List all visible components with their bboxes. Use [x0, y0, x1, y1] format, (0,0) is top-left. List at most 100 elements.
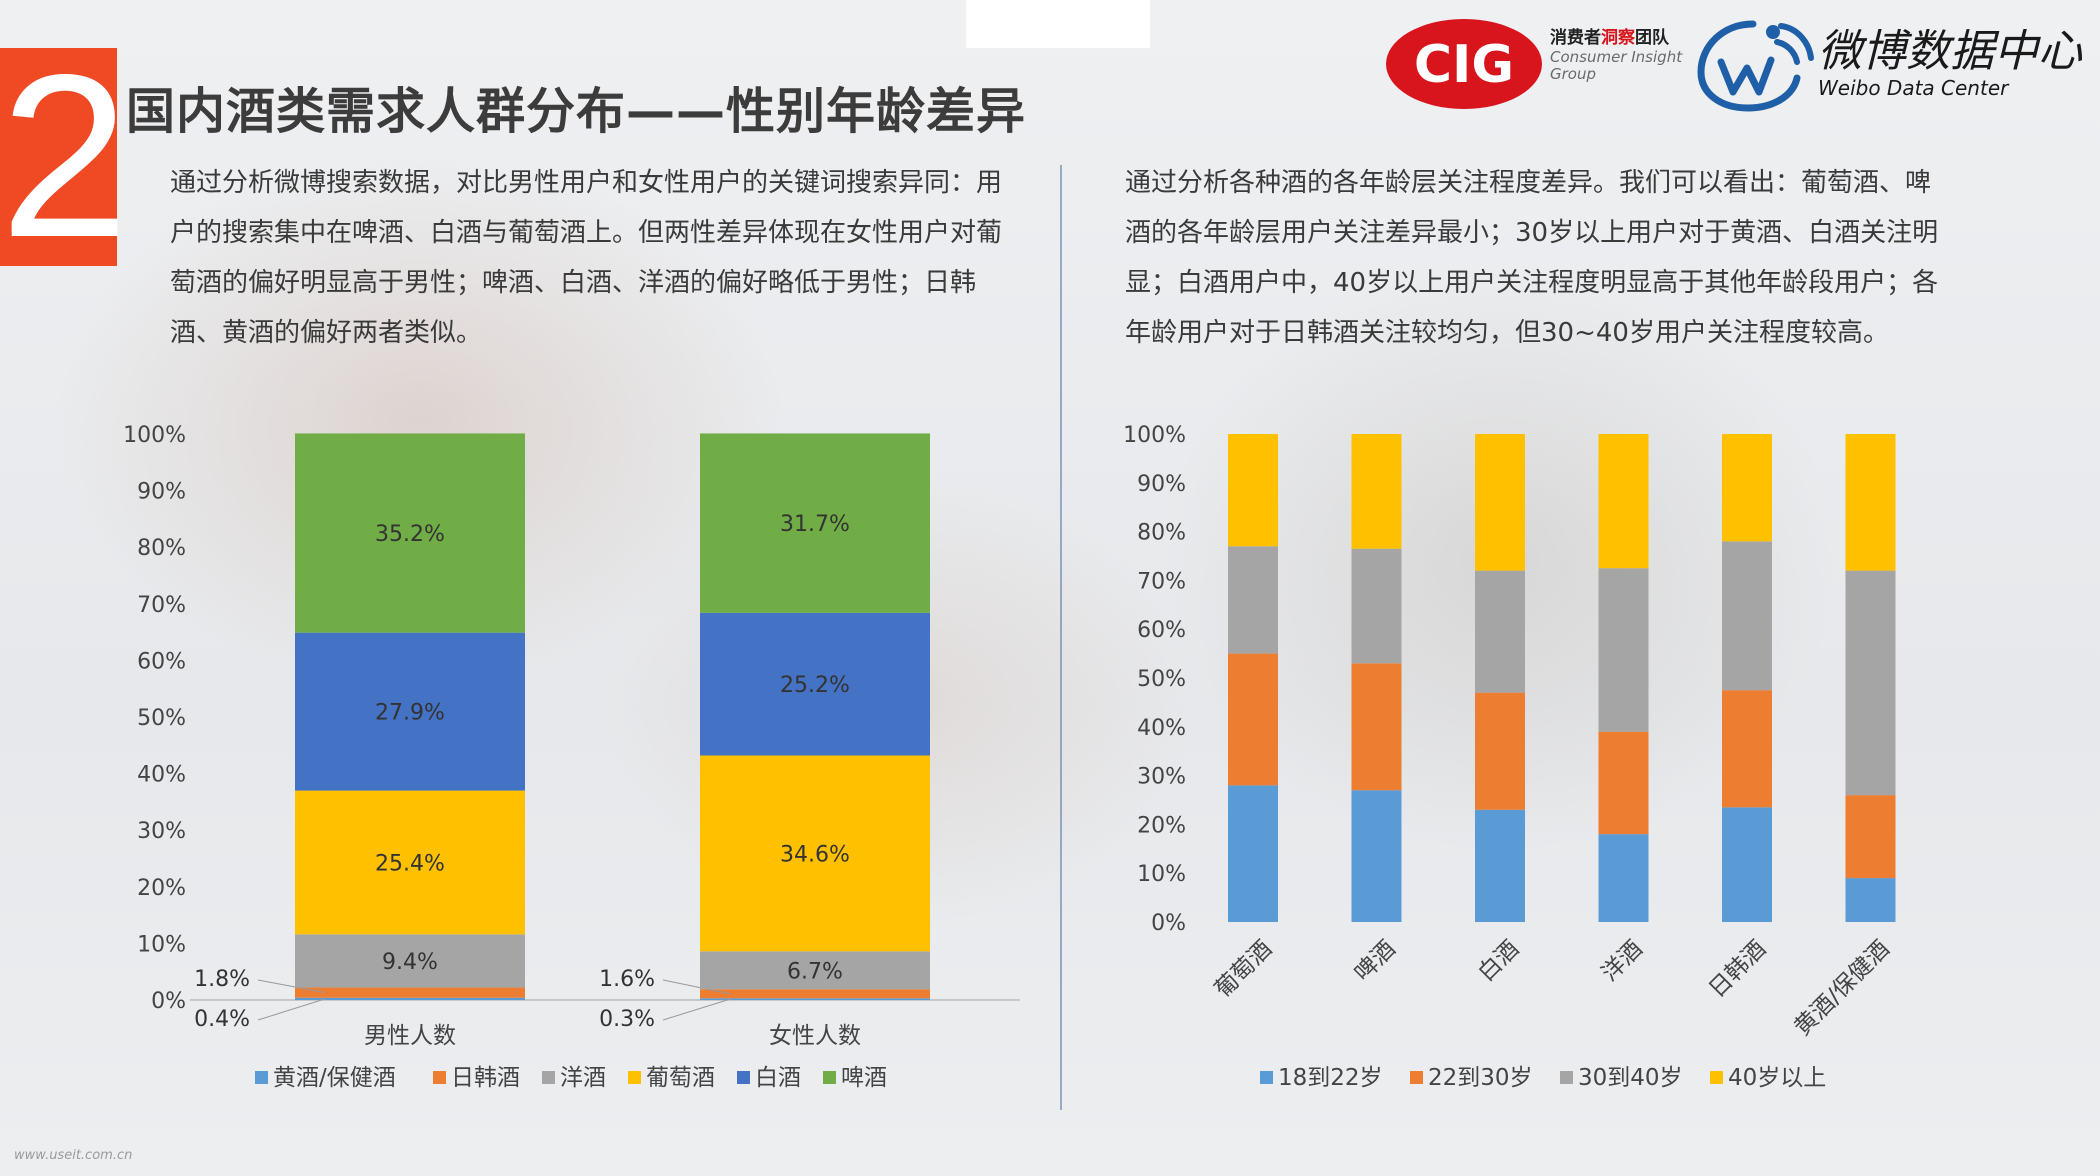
- category-label: 黄酒/保健酒: [1790, 936, 1895, 1041]
- cig-cn-red: 洞察: [1601, 28, 1635, 48]
- y-tick-label: 0%: [1151, 911, 1186, 936]
- bar-segment: [295, 433, 525, 633]
- y-tick-label: 20%: [137, 876, 186, 901]
- y-tick-label: 100%: [1123, 423, 1186, 448]
- data-label: 27.9%: [375, 701, 445, 726]
- legend-swatch: [628, 1071, 641, 1084]
- y-tick-label: 10%: [1137, 862, 1186, 887]
- y-tick-label: 40%: [1137, 716, 1186, 741]
- cig-cn-pre: 消费者: [1550, 28, 1601, 48]
- legend-label: 日韩酒: [451, 1065, 520, 1091]
- y-tick-label: 90%: [1137, 472, 1186, 497]
- bar-segment: [1722, 434, 1772, 542]
- legend-swatch: [542, 1071, 555, 1084]
- legend-label: 40岁以上: [1728, 1065, 1826, 1091]
- data-label: 25.2%: [780, 673, 850, 698]
- data-label: 1.8%: [194, 967, 250, 992]
- bar-segment: [700, 755, 930, 952]
- section-number: 2: [0, 27, 130, 286]
- cig-en-line2: Group: [1550, 65, 1596, 83]
- bar-segment: [295, 790, 525, 935]
- y-tick-label: 0%: [151, 989, 186, 1014]
- y-tick-label: 70%: [1137, 569, 1186, 594]
- category-label: 白酒: [1473, 936, 1524, 987]
- data-label: 34.6%: [780, 842, 850, 867]
- cig-text: 消费者洞察团队 Consumer Insight Group: [1550, 30, 1682, 82]
- left-description: 通过分析微博搜索数据，对比男性用户和女性用户的关键词搜索异同：用户的搜索集中在啤…: [170, 168, 1003, 348]
- bar-segment: [1475, 570, 1525, 693]
- bar-segment: [1351, 663, 1402, 791]
- data-label: 0.3%: [599, 1007, 655, 1032]
- right-description: 通过分析各种酒的各年龄层关注程度差异。我们可以看出：葡萄酒、啤酒的各年龄层用户关…: [1125, 168, 1939, 348]
- cig-cn-post: 团队: [1635, 28, 1669, 48]
- legend-swatch: [255, 1071, 268, 1084]
- data-label: 1.6%: [599, 967, 655, 992]
- y-tick-label: 60%: [1137, 618, 1186, 643]
- legend-label: 白酒: [755, 1065, 801, 1091]
- y-tick-label: 90%: [137, 480, 186, 505]
- bar-segment: [1845, 795, 1896, 879]
- category-label: 葡萄酒: [1210, 936, 1277, 1003]
- bar-segment: [1228, 785, 1278, 922]
- bar-segment: [1598, 434, 1649, 569]
- legend-swatch: [1260, 1071, 1273, 1084]
- y-tick-label: 40%: [137, 763, 186, 788]
- bar-segment: [700, 433, 930, 613]
- bar-segment: [1722, 807, 1772, 922]
- legend-label: 18到22岁: [1278, 1065, 1383, 1091]
- leader-line: [662, 998, 731, 1021]
- bar-segment: [1598, 834, 1649, 922]
- y-tick-label: 30%: [137, 819, 186, 844]
- bar-segment: [1351, 434, 1402, 549]
- y-tick-label: 80%: [137, 536, 186, 561]
- bar-segment: [295, 987, 525, 998]
- bar-segment: [1845, 878, 1896, 922]
- legend-label: 葡萄酒: [646, 1065, 715, 1091]
- data-label: 9.4%: [382, 950, 438, 975]
- legend-label: 22到30岁: [1428, 1065, 1533, 1091]
- cig-logo-mark: CIG: [1414, 35, 1514, 95]
- legend-swatch: [823, 1071, 836, 1084]
- bar-segment: [700, 998, 930, 1000]
- data-label: 6.7%: [787, 959, 843, 984]
- y-tick-label: 20%: [1137, 813, 1186, 838]
- bar-segment: [295, 997, 525, 1000]
- bar-segment: [1475, 692, 1525, 810]
- top-white-tab: [966, 0, 1150, 48]
- data-label: 0.4%: [194, 1007, 250, 1032]
- weibo-logo-icon: [1697, 20, 1814, 112]
- cig-cn: 消费者洞察团队: [1550, 30, 1682, 47]
- category-label: 女性人数: [769, 1023, 861, 1049]
- y-tick-label: 50%: [1137, 667, 1186, 692]
- y-tick-label: 10%: [137, 932, 186, 957]
- bar-segment: [1228, 546, 1278, 654]
- weibo-text: 微博数据中心 Weibo Data Center: [1818, 30, 2082, 101]
- legend-label: 30到40岁: [1578, 1065, 1683, 1091]
- data-label: 35.2%: [375, 522, 445, 547]
- bar-segment: [1845, 434, 1896, 571]
- category-label: 男性人数: [364, 1023, 456, 1049]
- bar-segment: [1351, 790, 1402, 922]
- y-tick-label: 70%: [137, 593, 186, 618]
- column-divider: [1060, 165, 1062, 1110]
- bar-segment: [700, 951, 930, 990]
- y-tick-label: 60%: [137, 649, 186, 674]
- page-title: 国内酒类需求人群分布——性别年龄差异: [126, 83, 1027, 140]
- y-tick-label: 30%: [1137, 765, 1186, 790]
- cig-en-line1: Consumer Insight: [1550, 48, 1683, 66]
- bar-segment: [1722, 541, 1772, 691]
- age-stacked-chart: 0% 10% 20% 30% 40% 50% 60% 70% 80% 90% 100% 葡萄酒 啤酒 白酒…: [1123, 423, 1896, 1091]
- weibo-en: Weibo Data Center: [1818, 76, 2009, 100]
- bar-segment: [1598, 731, 1649, 835]
- bar-segment: [1845, 570, 1896, 796]
- legend-label: 啤酒: [841, 1065, 887, 1091]
- data-label: 25.4%: [375, 851, 445, 876]
- bar-segment: [700, 612, 930, 756]
- y-tick-label: 80%: [1137, 521, 1186, 546]
- y-tick-label: 50%: [137, 706, 186, 731]
- leader-line: [257, 998, 326, 1021]
- cig-logo-icon: CIG: [1386, 19, 1542, 109]
- legend-swatch: [433, 1071, 446, 1084]
- data-label: 31.7%: [780, 512, 850, 537]
- watermark: www.useit.com.cn: [14, 1148, 133, 1163]
